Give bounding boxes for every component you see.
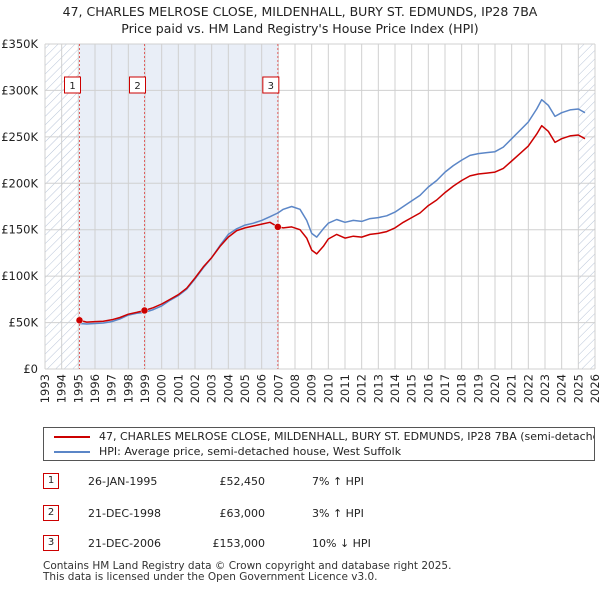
sale-label-box-3 bbox=[262, 76, 280, 94]
y-tick-label: £0 bbox=[23, 362, 38, 376]
y-tick-label: £350K bbox=[1, 37, 38, 51]
y-tick-label: £250K bbox=[1, 130, 38, 144]
x-tick-label: 2006 bbox=[255, 374, 269, 403]
y-tick-label: £150K bbox=[1, 223, 38, 237]
x-tick-label: 2018 bbox=[455, 374, 469, 403]
sale-label-box-2 bbox=[129, 76, 146, 94]
transaction-date: 21-DEC-2006 bbox=[88, 537, 162, 550]
legend: 47, CHARLES MELROSE CLOSE, MILDENHALL, B… bbox=[43, 427, 595, 461]
x-tick-label: 1998 bbox=[121, 374, 135, 403]
x-tick-label: 2011 bbox=[338, 374, 352, 403]
x-tick-label: 1995 bbox=[71, 374, 85, 403]
legend-swatch-hpi bbox=[54, 451, 90, 453]
x-tick-label: 2016 bbox=[421, 374, 435, 403]
y-tick-label: £50K bbox=[9, 316, 39, 330]
footer-line-2: This data is licensed under the Open Gov… bbox=[43, 571, 378, 583]
transaction-price: £153,000 bbox=[212, 537, 266, 550]
x-tick-label: 2019 bbox=[471, 374, 485, 403]
sale-label-3: 3 bbox=[268, 81, 274, 92]
x-tick-label: 1994 bbox=[55, 374, 69, 403]
x-tick-label: 2007 bbox=[271, 374, 285, 403]
shaded-regions bbox=[45, 44, 595, 369]
transaction-date: 26-JAN-1995 bbox=[88, 475, 158, 488]
x-tick-label: 2021 bbox=[505, 374, 519, 403]
transaction-price: £52,450 bbox=[219, 475, 266, 488]
title-line-1: 47, CHARLES MELROSE CLOSE, MILDENHALL, B… bbox=[62, 4, 538, 19]
transaction-price: £63,000 bbox=[219, 507, 266, 520]
sale-label-2: 2 bbox=[134, 81, 140, 92]
x-tick-label: 1996 bbox=[88, 374, 102, 403]
x-axis-ticks: 1993 1994 1995 1996 1997 1998 1999 2000 2001 2002… bbox=[38, 374, 600, 403]
x-tick-label: 2015 bbox=[405, 374, 419, 403]
transaction-number: 2 bbox=[43, 505, 59, 521]
sale-point-2 bbox=[140, 306, 149, 315]
sale-labels: 1 2 3 bbox=[64, 76, 280, 94]
table-row: 1 26-JAN-1995 £52,450 7% ↑ HPI bbox=[0, 472, 600, 492]
y-tick-label: £300K bbox=[1, 83, 38, 97]
sale-points bbox=[75, 223, 282, 325]
transaction-hpi: 7% ↑ HPI bbox=[312, 475, 364, 488]
x-tick-label: 2014 bbox=[388, 374, 402, 403]
series-line-hpi bbox=[79, 98, 586, 325]
legend-label-hpi: HPI: Average price, semi-detached house,… bbox=[99, 445, 402, 458]
chart-title: 47, CHARLES MELROSE CLOSE, MILDENHALL, B… bbox=[0, 3, 600, 37]
x-tick-label: 1997 bbox=[105, 374, 119, 403]
sale-point-1 bbox=[75, 316, 84, 325]
hatched-region-0 bbox=[45, 44, 80, 369]
x-tick-label: 2020 bbox=[488, 374, 502, 403]
y-tick-label: £200K bbox=[1, 176, 38, 190]
transaction-hpi: 3% ↑ HPI bbox=[312, 507, 364, 520]
series-line-property bbox=[79, 124, 586, 323]
sale-label-box-1 bbox=[64, 76, 81, 94]
hatched-region-1 bbox=[578, 44, 595, 369]
price-chart: 1 2 3 £0 £50K £100K £150K £200K £250K £300K £350K… bbox=[1, 37, 600, 403]
x-tick-label: 2017 bbox=[438, 374, 452, 403]
x-tick-label: 2010 bbox=[321, 374, 335, 403]
sale-label-1: 1 bbox=[69, 81, 75, 92]
x-tick-label: 2012 bbox=[355, 374, 369, 403]
footer-line-1: Contains HM Land Registry data © Crown c… bbox=[43, 560, 452, 572]
series-lines bbox=[79, 98, 586, 325]
x-tick-label: 2013 bbox=[371, 374, 385, 403]
x-tick-label: 2008 bbox=[288, 374, 302, 403]
x-tick-label: 2001 bbox=[171, 374, 185, 403]
x-tick-label: 2024 bbox=[555, 374, 569, 403]
x-tick-label: 2005 bbox=[238, 374, 252, 403]
grid bbox=[44, 43, 596, 370]
legend-swatch-property bbox=[54, 436, 90, 438]
x-tick-label: 2009 bbox=[305, 374, 319, 403]
x-tick-label: 2000 bbox=[155, 374, 169, 403]
x-tick-label: 1993 bbox=[38, 374, 52, 403]
table-row: 3 21-DEC-2006 £153,000 10% ↓ HPI bbox=[0, 534, 600, 554]
sale-point-3 bbox=[274, 223, 282, 231]
x-tick-label: 2022 bbox=[521, 374, 535, 403]
transaction-number: 1 bbox=[43, 473, 59, 489]
footer: Contains HM Land Registry data © Crown c… bbox=[43, 561, 451, 583]
x-tick-label: 1999 bbox=[138, 374, 152, 403]
transaction-hpi: 10% ↓ HPI bbox=[312, 537, 371, 550]
x-tick-label: 2023 bbox=[538, 374, 552, 403]
x-tick-label: 2026 bbox=[588, 374, 600, 403]
y-axis-ticks: £0 £50K £100K £150K £200K £250K £300K £350K bbox=[1, 37, 38, 376]
legend-label-property: 47, CHARLES MELROSE CLOSE, MILDENHALL, B… bbox=[99, 430, 595, 443]
transaction-number: 3 bbox=[43, 535, 59, 551]
title-line-2: Price paid vs. HM Land Registry's House … bbox=[121, 21, 479, 36]
x-tick-label: 2003 bbox=[205, 374, 219, 403]
y-tick-label: £100K bbox=[1, 269, 38, 283]
x-tick-label: 2025 bbox=[571, 374, 585, 403]
transaction-date: 21-DEC-1998 bbox=[88, 507, 162, 520]
x-tick-label: 2004 bbox=[221, 374, 235, 403]
table-row: 2 21-DEC-1998 £63,000 3% ↑ HPI bbox=[0, 504, 600, 524]
x-tick-label: 2002 bbox=[188, 374, 202, 403]
